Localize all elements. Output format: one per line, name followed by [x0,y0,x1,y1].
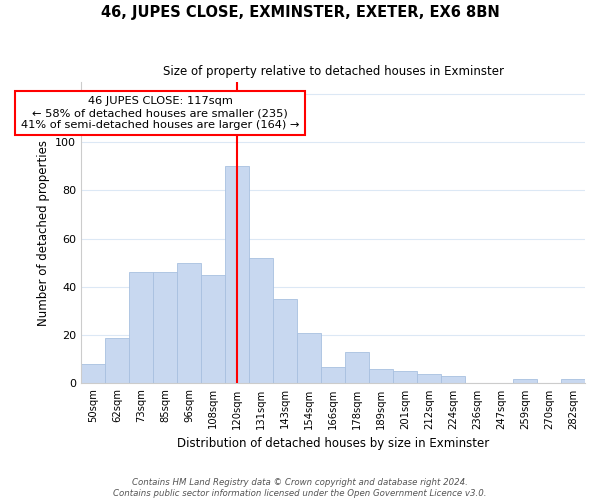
Bar [441,376,465,384]
Bar [105,338,129,384]
Bar [249,258,273,384]
Bar [81,364,105,384]
Bar [297,333,321,384]
Bar [417,374,441,384]
Bar [321,366,345,384]
Text: 46, JUPES CLOSE, EXMINSTER, EXETER, EX6 8BN: 46, JUPES CLOSE, EXMINSTER, EXETER, EX6 … [101,5,499,20]
Text: Contains HM Land Registry data © Crown copyright and database right 2024.
Contai: Contains HM Land Registry data © Crown c… [113,478,487,498]
Text: 46 JUPES CLOSE: 117sqm
← 58% of detached houses are smaller (235)
41% of semi-de: 46 JUPES CLOSE: 117sqm ← 58% of detached… [21,96,299,130]
Bar [513,378,537,384]
Bar [177,263,201,384]
Bar [345,352,369,384]
Bar [561,378,585,384]
Y-axis label: Number of detached properties: Number of detached properties [37,140,50,326]
Bar [129,272,153,384]
Bar [369,369,393,384]
Bar [201,275,225,384]
Bar [393,372,417,384]
X-axis label: Distribution of detached houses by size in Exminster: Distribution of detached houses by size … [177,437,489,450]
Bar [153,272,177,384]
Title: Size of property relative to detached houses in Exminster: Size of property relative to detached ho… [163,65,503,78]
Bar [225,166,249,384]
Bar [273,299,297,384]
